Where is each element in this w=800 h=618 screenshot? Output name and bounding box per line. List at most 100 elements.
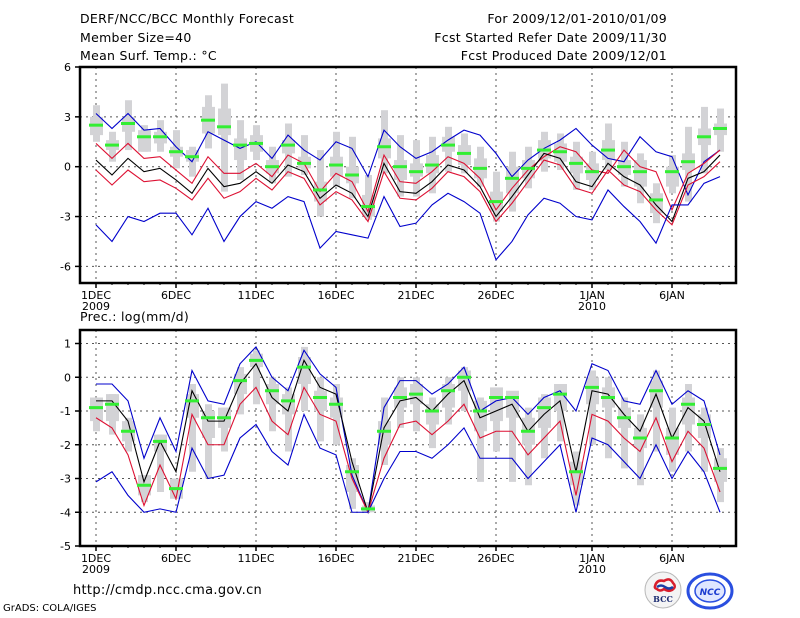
observed-marker [617,416,631,420]
x-tick-label: 11DEC [237,289,274,302]
observed-marker [377,429,391,433]
observed-marker [185,155,199,159]
interquartile-box [266,384,279,405]
interquartile-box [458,145,471,166]
interquartile-box [554,384,567,411]
interquartile-box [570,156,583,174]
whisker-bar [285,387,292,452]
y-tick-label: -6 [60,260,71,273]
bcc-logo-text: BCC [653,594,673,604]
observed-marker [585,385,599,389]
observed-marker [425,163,439,167]
observed-marker [681,160,695,164]
observed-marker [665,436,679,440]
observed-marker [121,429,135,433]
observed-marker [505,396,519,399]
observed-marker [537,406,551,410]
whisker-bar [301,135,308,175]
x-tick-label: 1JAN [579,289,605,302]
observed-marker [169,487,183,491]
y-tick-label: 6 [64,61,71,74]
observed-marker [441,389,455,393]
bcc-logo: BCC [643,570,683,610]
x-tick-label: 16DEC [317,289,354,302]
x-tick-label: 6JAN [659,289,685,302]
observed-marker [505,176,519,180]
observed-marker [89,406,103,410]
observed-marker [137,483,151,487]
observed-marker [649,198,663,202]
whisker-bar [493,394,500,452]
x-tick-label: 1DEC [81,552,111,565]
source-url[interactable]: http://cmdp.ncc.cma.gov.cn [73,583,263,598]
interquartile-box [490,387,503,422]
observed-marker [313,188,327,192]
observed-marker [489,200,503,204]
y-tick-label: 0 [64,161,71,174]
y-tick-label: -3 [60,473,71,486]
x-tick-label: 11DEC [237,552,274,565]
observed-marker [361,205,375,209]
observed-marker [105,143,119,147]
observed-marker [665,170,679,174]
observed-marker [217,125,231,129]
observed-marker [633,170,647,174]
interquartile-box [410,163,423,177]
x-tick-label: 6JAN [659,552,685,565]
forecast-start-date: Fcst Started Refer Date 2009/11/30 [434,30,667,45]
observed-marker [457,151,471,155]
observed-marker [345,470,359,474]
observed-marker [569,470,583,474]
ncc-logo: NCC [686,572,734,610]
interquartile-box [138,130,151,152]
x-tick-sublabel: 2009 [82,563,110,576]
series-line-max [95,112,721,197]
x-tick-label: 6DEC [161,289,191,302]
y-tick-label: -1 [60,405,71,418]
interquartile-box [394,160,407,180]
observed-marker [425,409,439,413]
whisker-bar [253,350,260,405]
observed-marker [201,118,215,122]
observed-marker [537,148,551,152]
observed-marker [697,135,711,139]
interquartile-box [634,160,647,187]
x-tick-sublabel: 2009 [82,300,110,313]
observed-marker [713,466,727,470]
observed-marker [217,416,231,420]
y-tick-label: -4 [60,506,71,519]
variable-label-prec: Prec.: log(mm/d) [80,309,190,324]
observed-marker [617,165,631,169]
observed-marker [553,392,567,396]
observed-marker [441,143,455,147]
interquartile-box [298,357,311,384]
whisker-bar [189,384,196,472]
interquartile-box [234,138,247,161]
observed-marker [473,166,487,170]
x-tick-label: 21DEC [397,289,434,302]
series-line-min [95,412,721,513]
plot-frame [78,328,738,548]
observed-marker [601,396,615,399]
x-tick-label: 6DEC [161,552,191,565]
observed-marker [121,121,135,125]
observed-marker [409,170,423,174]
observed-marker [633,436,647,440]
observed-marker [409,392,423,396]
interquartile-box [682,397,695,425]
series-line-upper [95,142,721,214]
series-line-lower [95,386,721,514]
observed-marker [473,409,487,413]
forecast-period: For 2009/12/01-2010/01/09 [487,11,667,26]
observed-marker [281,399,295,403]
series-line-lower [95,159,721,226]
grads-credit: GrADS: COLA/IGES [3,603,97,614]
interquartile-box [378,138,391,159]
whisker-bar [557,387,564,442]
observed-marker [681,402,695,406]
member-size-label: Member Size=40 [80,30,192,45]
y-tick-label: 1 [64,338,71,351]
x-tick-label: 1DEC [81,289,111,302]
x-tick-label: 21DEC [397,552,434,565]
